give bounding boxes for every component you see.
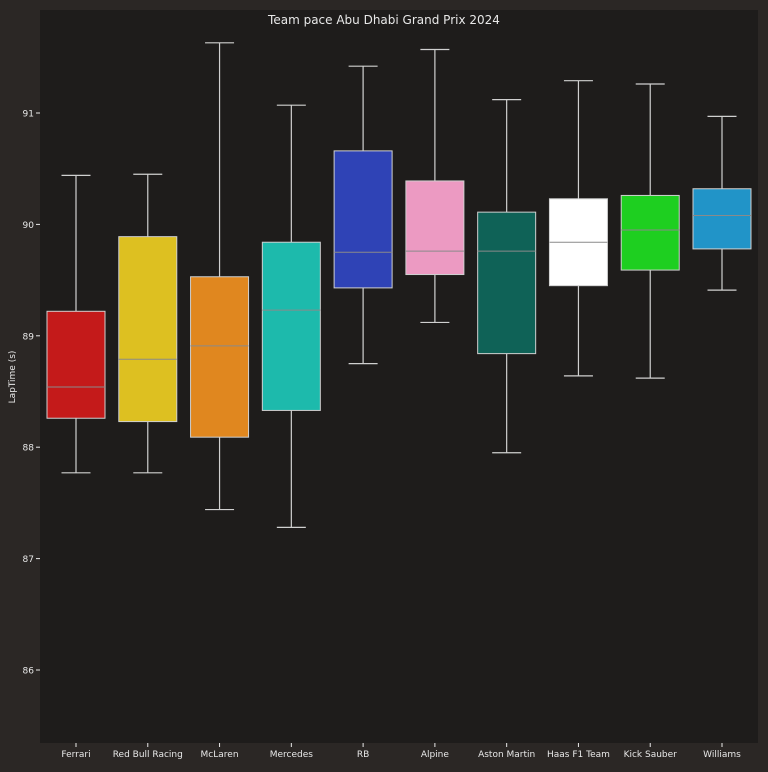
x-tick-label: Aston Martin [478, 750, 535, 760]
y-axis-ticks: 86 87 88 89 90 91 [23, 110, 40, 677]
box-mercedes [261, 104, 321, 529]
y-tick-label: 87 [23, 555, 34, 565]
x-tick-label: Williams [703, 750, 741, 760]
iqr-box [118, 236, 178, 423]
x-tick-label: Ferrari [61, 750, 90, 760]
box-red-bull-racing [118, 173, 178, 474]
box-kick-sauber [620, 83, 680, 379]
box-aston-martin [477, 99, 537, 454]
y-tick-label: 89 [23, 332, 35, 342]
box-rb [333, 65, 393, 365]
y-tick-label: 88 [23, 444, 35, 454]
x-tick-label: Kick Sauber [624, 750, 678, 760]
x-tick-label: Haas F1 Team [547, 750, 610, 760]
chart-title: Team pace Abu Dhabi Grand Prix 2024 [267, 13, 500, 27]
y-tick-label: 90 [23, 221, 35, 231]
x-tick-label: Mercedes [270, 750, 314, 760]
iqr-box [261, 241, 321, 411]
iqr-box [477, 211, 537, 355]
iqr-box [692, 188, 752, 250]
box-mclaren [190, 42, 250, 511]
iqr-box [190, 276, 250, 438]
box-williams [692, 115, 752, 291]
x-tick-label: RB [357, 750, 369, 760]
iqr-box [46, 310, 106, 419]
x-tick-label: McLaren [201, 750, 239, 760]
x-tick-label: Red Bull Racing [113, 750, 183, 760]
iqr-box [333, 150, 393, 289]
y-tick-label: 91 [23, 110, 34, 120]
box-plot-series [46, 42, 752, 529]
iqr-box [405, 180, 465, 276]
box-ferrari [46, 174, 106, 474]
y-axis-label: LapTime (s) [8, 351, 18, 404]
x-axis-ticks: Ferrari Red Bull Racing McLaren Mercedes RB A… [61, 743, 741, 760]
box-alpine [405, 48, 465, 324]
y-tick-label: 86 [23, 667, 35, 677]
box-haas-f1-team [548, 80, 608, 377]
iqr-box [620, 194, 680, 271]
x-tick-label: Alpine [421, 750, 450, 760]
